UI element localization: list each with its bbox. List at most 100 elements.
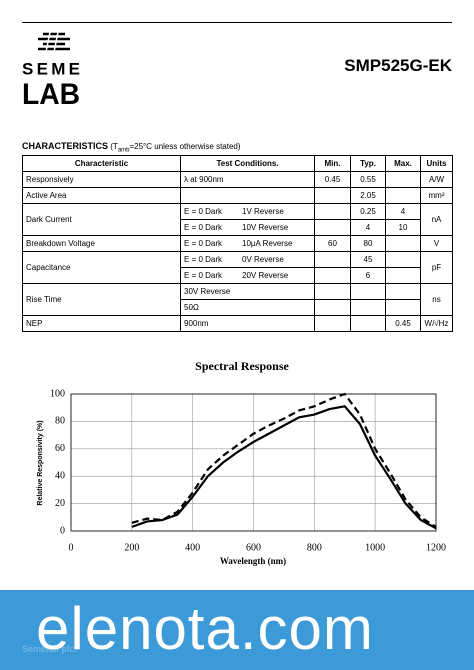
typ-value: 6: [350, 267, 386, 284]
typ-value: 4: [350, 219, 386, 236]
logo: SEME LAB: [22, 31, 80, 110]
table-row: NEP 900nm 0.45 W/√Hz: [22, 315, 453, 332]
test-conditions: E = 0 Dark 1V Reverse: [180, 203, 315, 220]
max-value: [385, 171, 421, 188]
part-number: SMP525G-EK: [344, 56, 452, 75]
condition: 0V Reverse: [242, 255, 284, 264]
test-conditions: 50Ω: [180, 299, 315, 316]
column-header: Typ.: [350, 155, 386, 172]
y-tick-label: 20: [55, 498, 65, 509]
watermark: elenota.com: [36, 595, 374, 662]
test-conditions: 900nm: [180, 315, 315, 332]
characteristics-table: Characteristic Test Conditions. Min. Typ. Ma…: [22, 155, 453, 332]
x-tick-label: 1000: [365, 542, 385, 553]
x-tick-label: 0: [69, 542, 74, 553]
table-row: Dark Current E = 0 Dark 1V Reverse 0.25 4 nA: [22, 203, 453, 236]
typ-value: 45: [350, 251, 386, 268]
condition: E = 0 Dark: [184, 207, 223, 216]
max-value: 0.45: [385, 315, 421, 332]
table-row: Capacitance E = 0 Dark 0V Reverse 45 pF: [22, 251, 453, 284]
column-header: Test Conditions.: [180, 155, 315, 172]
x-tick-label: 400: [185, 542, 200, 553]
max-value: [385, 251, 421, 268]
column-header: Min.: [314, 155, 351, 172]
test-conditions: 30V Reverse: [180, 283, 315, 300]
test-conditions: E = 0 Dark 20V Reverse: [180, 267, 315, 284]
y-tick-label: 100: [50, 388, 65, 399]
note: =25°C unless otherwise stated): [129, 142, 241, 151]
y-axis-label: Relative Responsivity (%): [37, 420, 44, 505]
condition: 900nm: [184, 319, 209, 328]
characteristic: Capacitance: [22, 251, 181, 284]
chart-title: Spectral Response: [195, 359, 289, 373]
units: A/W: [420, 171, 453, 188]
table-row: Responsively λ at 900nm 0.45 0.55 A/W: [22, 171, 453, 188]
test-conditions: [180, 187, 315, 204]
condition: E = 0 Dark: [184, 271, 223, 280]
chart: Spectral Response Wavelength (nm) Relati…: [37, 359, 446, 566]
top-rule: [22, 22, 452, 23]
logo-top: SEME: [22, 59, 80, 78]
condition: 50Ω: [184, 303, 199, 312]
table-row: Breakdown Voltage E = 0 Dark 10μA Reverse 6…: [22, 235, 453, 252]
test-conditions: λ at 900nm: [180, 171, 315, 188]
y-tick-label: 80: [55, 416, 65, 427]
plot-frame: [70, 393, 437, 532]
max-value: [385, 267, 421, 284]
table-row: Rise Time 30V Reverse ns: [22, 283, 453, 316]
min-value: [314, 203, 351, 220]
condition: 30V Reverse: [184, 287, 231, 296]
min-value: [314, 187, 351, 204]
units: mm²: [420, 187, 453, 204]
characteristic: Active Area: [22, 187, 181, 204]
logo-bottom: LAB: [22, 78, 80, 110]
min-value: [314, 267, 351, 284]
condition: E = 0 Dark: [184, 239, 223, 248]
footer-company: Semelab plc.: [22, 644, 78, 654]
test-conditions: E = 0 Dark 0V Reverse: [180, 251, 315, 268]
x-tick-label: 600: [246, 542, 261, 553]
characteristic: Rise Time: [22, 283, 181, 316]
min-value: [314, 251, 351, 268]
heading: CHARACTERISTICS: [22, 141, 109, 151]
max-value: [385, 299, 421, 316]
units: nA: [420, 203, 453, 236]
condition: E = 0 Dark: [184, 223, 223, 232]
min-value: 0.45: [314, 171, 351, 188]
x-axis-label: Wavelength (nm): [220, 556, 286, 566]
header-row: Characteristic Test Conditions. Min. Typ. Ma…: [22, 155, 453, 172]
x-tick-label: 800: [307, 542, 322, 553]
max-value: [385, 235, 421, 252]
typ-value: 2.05: [350, 187, 386, 204]
condition: E = 0 Dark: [184, 255, 223, 264]
table-row: Active Area 2.05 mm²: [22, 187, 453, 204]
units: V: [420, 235, 453, 252]
x-tick-label: 200: [124, 542, 139, 553]
max-value: 10: [385, 219, 421, 236]
x-tick-label: 1200: [426, 542, 446, 553]
characteristic: Breakdown Voltage: [22, 235, 181, 252]
typ-value: 0.55: [350, 171, 386, 188]
y-tick-label: 40: [55, 470, 65, 481]
max-value: [385, 187, 421, 204]
typ-value: [350, 283, 386, 300]
y-tick-label: 60: [55, 443, 65, 454]
characteristic: Responsively: [22, 171, 181, 188]
column-header: Units: [420, 155, 453, 172]
typ-value: 80: [350, 235, 386, 252]
min-value: [314, 299, 351, 316]
series-line: [131, 392, 437, 528]
min-value: [314, 283, 351, 300]
condition: 20V Reverse: [242, 271, 289, 280]
table-row: 50Ω: [23, 299, 453, 316]
note: (T: [110, 142, 118, 151]
min-value: 60: [314, 235, 351, 252]
characteristics-heading: CHARACTERISTICS (Tamb=25°C unless otherw…: [22, 141, 241, 154]
units: pF: [420, 251, 453, 284]
column-header: Max.: [385, 155, 421, 172]
column-header: Characteristic: [22, 155, 181, 172]
condition: 10μA Reverse: [242, 239, 293, 248]
min-value: [314, 315, 351, 332]
condition: 10V Reverse: [242, 223, 289, 232]
